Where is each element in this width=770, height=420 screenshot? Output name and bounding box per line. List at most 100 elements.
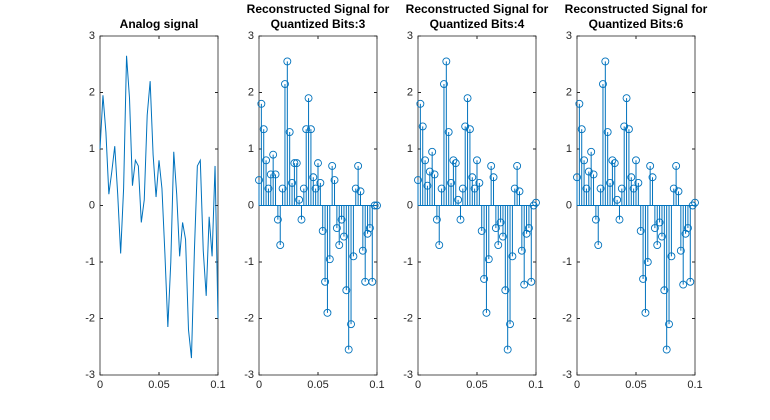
stem-marker xyxy=(627,173,636,182)
x-tick-label: 0.05 xyxy=(148,379,169,391)
y-tick-label: 2 xyxy=(407,86,413,98)
y-tick-label: 0 xyxy=(248,199,254,211)
chart-title: Analog signal xyxy=(120,17,199,31)
stem-marker xyxy=(610,159,619,168)
y-tick-label: 1 xyxy=(407,143,413,155)
y-tick-label: 2 xyxy=(89,86,95,98)
stem-marker xyxy=(430,170,439,179)
stem-marker xyxy=(425,167,434,176)
chart-title: Quantized Bits:6 xyxy=(589,17,684,31)
x-tick-label: 0 xyxy=(574,379,580,391)
stem-marker xyxy=(599,80,607,88)
stem-marker xyxy=(281,80,289,88)
stem-marker xyxy=(691,198,699,207)
stem-marker xyxy=(316,178,325,187)
stem-marker xyxy=(513,161,522,170)
x-tick-label: 0 xyxy=(256,379,262,391)
chart-title: Reconstructed Signal for xyxy=(247,2,390,16)
stem-marker xyxy=(655,218,664,227)
stem-marker xyxy=(418,122,427,131)
stem-marker xyxy=(304,94,313,103)
stem-marker xyxy=(484,255,493,264)
stem-marker xyxy=(347,320,355,329)
stem-marker xyxy=(416,99,425,108)
stem-marker xyxy=(596,184,605,193)
stem-marker xyxy=(370,201,379,210)
stem-marker xyxy=(266,170,275,179)
stem-marker xyxy=(465,125,474,134)
stem-marker xyxy=(463,94,472,103)
x-tick-label: 0 xyxy=(97,379,103,391)
stem-marker xyxy=(624,125,633,134)
stem-marker xyxy=(435,241,444,250)
stem-marker xyxy=(641,308,650,317)
stem-marker xyxy=(662,345,671,354)
y-tick-label: 2 xyxy=(566,86,572,98)
stem-marker xyxy=(615,215,624,224)
stem-marker xyxy=(676,246,685,255)
y-tick-label: 3 xyxy=(566,30,572,42)
stem-marker xyxy=(309,173,318,182)
stem-marker xyxy=(608,156,617,165)
stem-marker xyxy=(494,241,503,250)
stem-marker xyxy=(311,184,320,193)
stem-marker xyxy=(454,195,463,204)
stem-marker xyxy=(273,215,282,224)
stem-marker xyxy=(508,252,517,261)
stem-marker xyxy=(589,170,598,179)
stem-marker xyxy=(491,224,500,233)
stem-marker xyxy=(468,173,477,182)
y-tick-label: -2 xyxy=(403,312,413,324)
stem-marker xyxy=(373,201,381,210)
stem-marker xyxy=(269,150,278,159)
stem-marker xyxy=(639,275,648,283)
y-tick-label: 1 xyxy=(248,143,254,155)
stem-marker xyxy=(606,178,614,187)
stem-marker xyxy=(515,187,524,196)
chart-title: Quantized Bits:4 xyxy=(430,17,525,31)
stem-marker xyxy=(363,229,372,238)
x-tick-label: 0 xyxy=(415,379,421,391)
stem-marker xyxy=(302,125,311,134)
stem-marker xyxy=(271,170,280,179)
stem-marker xyxy=(257,99,266,108)
x-tick-label: 0.05 xyxy=(466,379,487,391)
stem-marker xyxy=(449,156,458,165)
stem-marker xyxy=(262,156,271,165)
stem-marker xyxy=(470,184,479,193)
stem-marker xyxy=(580,156,589,165)
stem-marker xyxy=(349,252,358,261)
y-tick-label: -3 xyxy=(562,369,572,381)
stem-marker xyxy=(522,229,531,238)
stem-marker xyxy=(517,246,526,255)
stem-marker xyxy=(573,173,581,182)
stem-marker xyxy=(335,241,344,250)
stem-marker xyxy=(575,99,584,108)
stem-marker xyxy=(629,184,638,193)
y-tick-label: -2 xyxy=(244,312,254,324)
stem-marker xyxy=(358,246,367,255)
stem-marker xyxy=(318,226,327,235)
stem-marker xyxy=(520,280,529,289)
stem-marker xyxy=(613,195,622,204)
stem-marker xyxy=(276,241,285,250)
stem-marker xyxy=(368,277,377,286)
stem-marker xyxy=(487,161,496,170)
stem-marker xyxy=(594,241,603,250)
stem-marker xyxy=(506,320,514,329)
stem-marker xyxy=(292,159,301,168)
stem-marker xyxy=(325,255,334,264)
stem-marker xyxy=(617,184,626,193)
stem-marker xyxy=(681,229,690,238)
stem-marker xyxy=(499,232,507,241)
signal-line xyxy=(99,55,219,359)
chart-title: Reconstructed Signal for xyxy=(565,2,708,16)
stem-marker xyxy=(672,161,681,170)
stem-marker xyxy=(458,184,467,193)
y-tick-label: -3 xyxy=(244,369,254,381)
stem-marker xyxy=(365,224,374,233)
stem-marker xyxy=(285,128,294,137)
